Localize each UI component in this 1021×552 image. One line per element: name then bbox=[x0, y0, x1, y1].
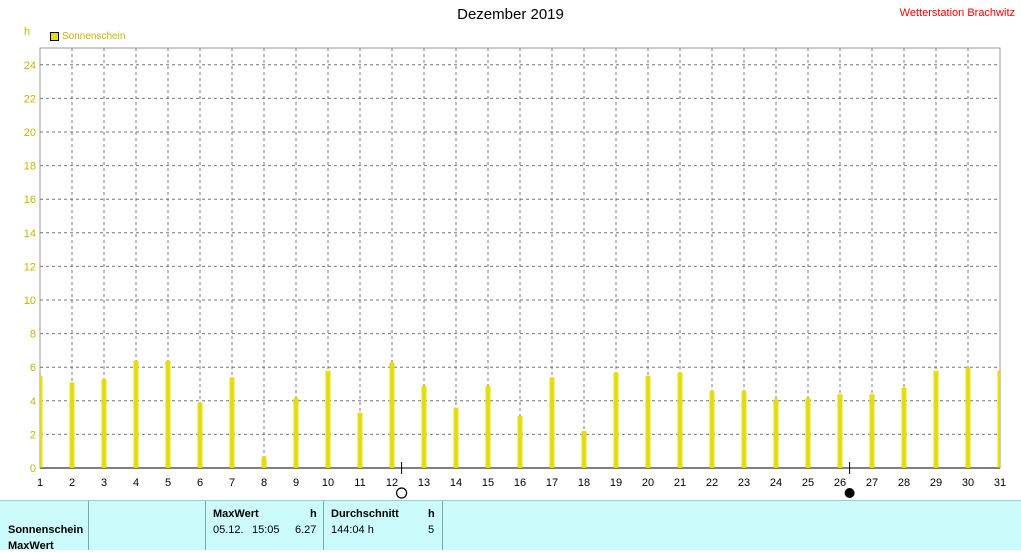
y-axis-unit: h bbox=[24, 26, 31, 38]
bar-day-31 bbox=[997, 370, 1000, 468]
x-tick-label: 21 bbox=[674, 477, 686, 489]
x-tick-label: 28 bbox=[898, 477, 910, 489]
x-tick-label: 13 bbox=[418, 477, 430, 489]
bar-day-4 bbox=[133, 360, 139, 468]
y-tick-label: 10 bbox=[24, 295, 36, 307]
y-tick-label: 4 bbox=[30, 396, 36, 408]
y-tick-label: 22 bbox=[24, 93, 36, 105]
x-tick-label: 15 bbox=[482, 477, 494, 489]
legend-label: Sonnenschein bbox=[62, 31, 126, 42]
bar-day-15 bbox=[485, 385, 491, 468]
x-tick-label: 1 bbox=[37, 477, 43, 489]
avg-unit: h bbox=[428, 508, 435, 520]
row-label-sunshine: Sonnenschein bbox=[8, 524, 84, 536]
max-date: 05.12. bbox=[213, 524, 244, 536]
y-tick-label: 8 bbox=[30, 329, 36, 341]
x-tick-label: 5 bbox=[165, 477, 171, 489]
bar-day-5 bbox=[165, 360, 171, 468]
x-tick-label: 30 bbox=[962, 477, 974, 489]
x-tick-label: 4 bbox=[133, 477, 139, 489]
x-tick-label: 18 bbox=[578, 477, 590, 489]
x-tick-label: 31 bbox=[994, 477, 1006, 489]
bar-day-20 bbox=[645, 375, 651, 468]
x-tick-label: 29 bbox=[930, 477, 942, 489]
x-tick-label: 20 bbox=[642, 477, 654, 489]
bar-day-16 bbox=[517, 415, 523, 468]
y-tick-label: 16 bbox=[24, 194, 36, 206]
max-unit: h bbox=[310, 508, 317, 520]
bar-day-3 bbox=[101, 378, 107, 468]
avg-total: 144:04 h bbox=[331, 524, 374, 536]
y-tick-label: 0 bbox=[30, 463, 36, 475]
x-tick-label: 11 bbox=[354, 477, 365, 489]
bar-day-10 bbox=[325, 370, 331, 468]
new-moon-icon bbox=[844, 488, 855, 498]
bar-day-19 bbox=[613, 372, 619, 468]
bar-day-14 bbox=[453, 407, 459, 468]
bar-day-29 bbox=[933, 370, 939, 468]
x-tick-label: 26 bbox=[834, 477, 846, 489]
bar-day-30 bbox=[965, 367, 971, 468]
max-cell: MaxWert h 05.12. 15:05 6.27 bbox=[205, 501, 324, 550]
x-tick-label: 23 bbox=[738, 477, 750, 489]
avg-cell: Durchschnitt h 144:04 h 5 bbox=[323, 501, 443, 550]
x-tick-label: 12 bbox=[386, 477, 398, 489]
x-tick-label: 9 bbox=[293, 477, 299, 489]
avg-value: 5 bbox=[428, 524, 435, 536]
y-tick-label: 20 bbox=[24, 127, 36, 139]
x-tick-label: 19 bbox=[610, 477, 622, 489]
bar-day-6 bbox=[197, 402, 203, 468]
x-tick-label: 17 bbox=[546, 477, 558, 489]
bar-day-25 bbox=[805, 397, 811, 468]
max-header: MaxWert bbox=[213, 508, 259, 520]
bar-day-9 bbox=[293, 397, 299, 468]
bar-day-28 bbox=[901, 387, 907, 468]
x-tick-label: 25 bbox=[802, 477, 814, 489]
bar-day-11 bbox=[357, 412, 363, 468]
bar-day-7 bbox=[229, 377, 235, 468]
bar-day-18 bbox=[581, 431, 587, 468]
y-tick-label: 12 bbox=[24, 261, 36, 273]
full-moon-icon bbox=[396, 487, 408, 499]
y-tick-label: 6 bbox=[30, 362, 36, 374]
x-tick-label: 22 bbox=[706, 477, 718, 489]
x-tick-label: 3 bbox=[101, 477, 107, 489]
bar-day-27 bbox=[869, 394, 875, 468]
legend: Sonnenschein bbox=[50, 31, 125, 42]
legend-swatch bbox=[50, 32, 59, 41]
bar-day-17 bbox=[549, 377, 555, 468]
x-tick-label: 2 bbox=[69, 477, 75, 489]
bar-day-2 bbox=[69, 382, 75, 468]
bar-day-22 bbox=[709, 390, 715, 468]
bar-day-23 bbox=[741, 390, 747, 468]
stats-panel: Sonnenschein MaxWert MaxWert h 05.12. 15… bbox=[0, 500, 1021, 552]
y-tick-label: 24 bbox=[24, 60, 36, 72]
x-tick-label: 16 bbox=[514, 477, 526, 489]
max-value: 6.27 bbox=[295, 524, 317, 536]
bar-day-12 bbox=[389, 362, 395, 468]
bar-day-1 bbox=[40, 375, 43, 468]
chart-title: Dezember 2019 bbox=[457, 6, 564, 23]
station-name: Wetterstation Brachwitz bbox=[899, 7, 1015, 19]
x-tick-label: 6 bbox=[197, 477, 203, 489]
bar-day-26 bbox=[837, 394, 843, 468]
bar-day-8 bbox=[261, 456, 267, 468]
row-label-max: MaxWert bbox=[8, 540, 54, 552]
bar-day-24 bbox=[773, 399, 779, 468]
x-tick-label: 8 bbox=[261, 477, 267, 489]
y-tick-label: 14 bbox=[24, 228, 36, 240]
x-tick-label: 14 bbox=[450, 477, 462, 489]
x-tick-label: 7 bbox=[229, 477, 235, 489]
bar-day-13 bbox=[421, 385, 427, 468]
stats-spacer-cell bbox=[88, 501, 206, 550]
x-tick-label: 27 bbox=[866, 477, 878, 489]
y-tick-label: 18 bbox=[24, 161, 36, 173]
x-tick-label: 10 bbox=[322, 477, 334, 489]
bar-day-21 bbox=[677, 372, 683, 468]
avg-header: Durchschnitt bbox=[331, 508, 399, 520]
x-tick-label: 24 bbox=[770, 477, 782, 489]
y-tick-label: 2 bbox=[30, 429, 36, 441]
max-time: 15:05 bbox=[252, 524, 280, 536]
